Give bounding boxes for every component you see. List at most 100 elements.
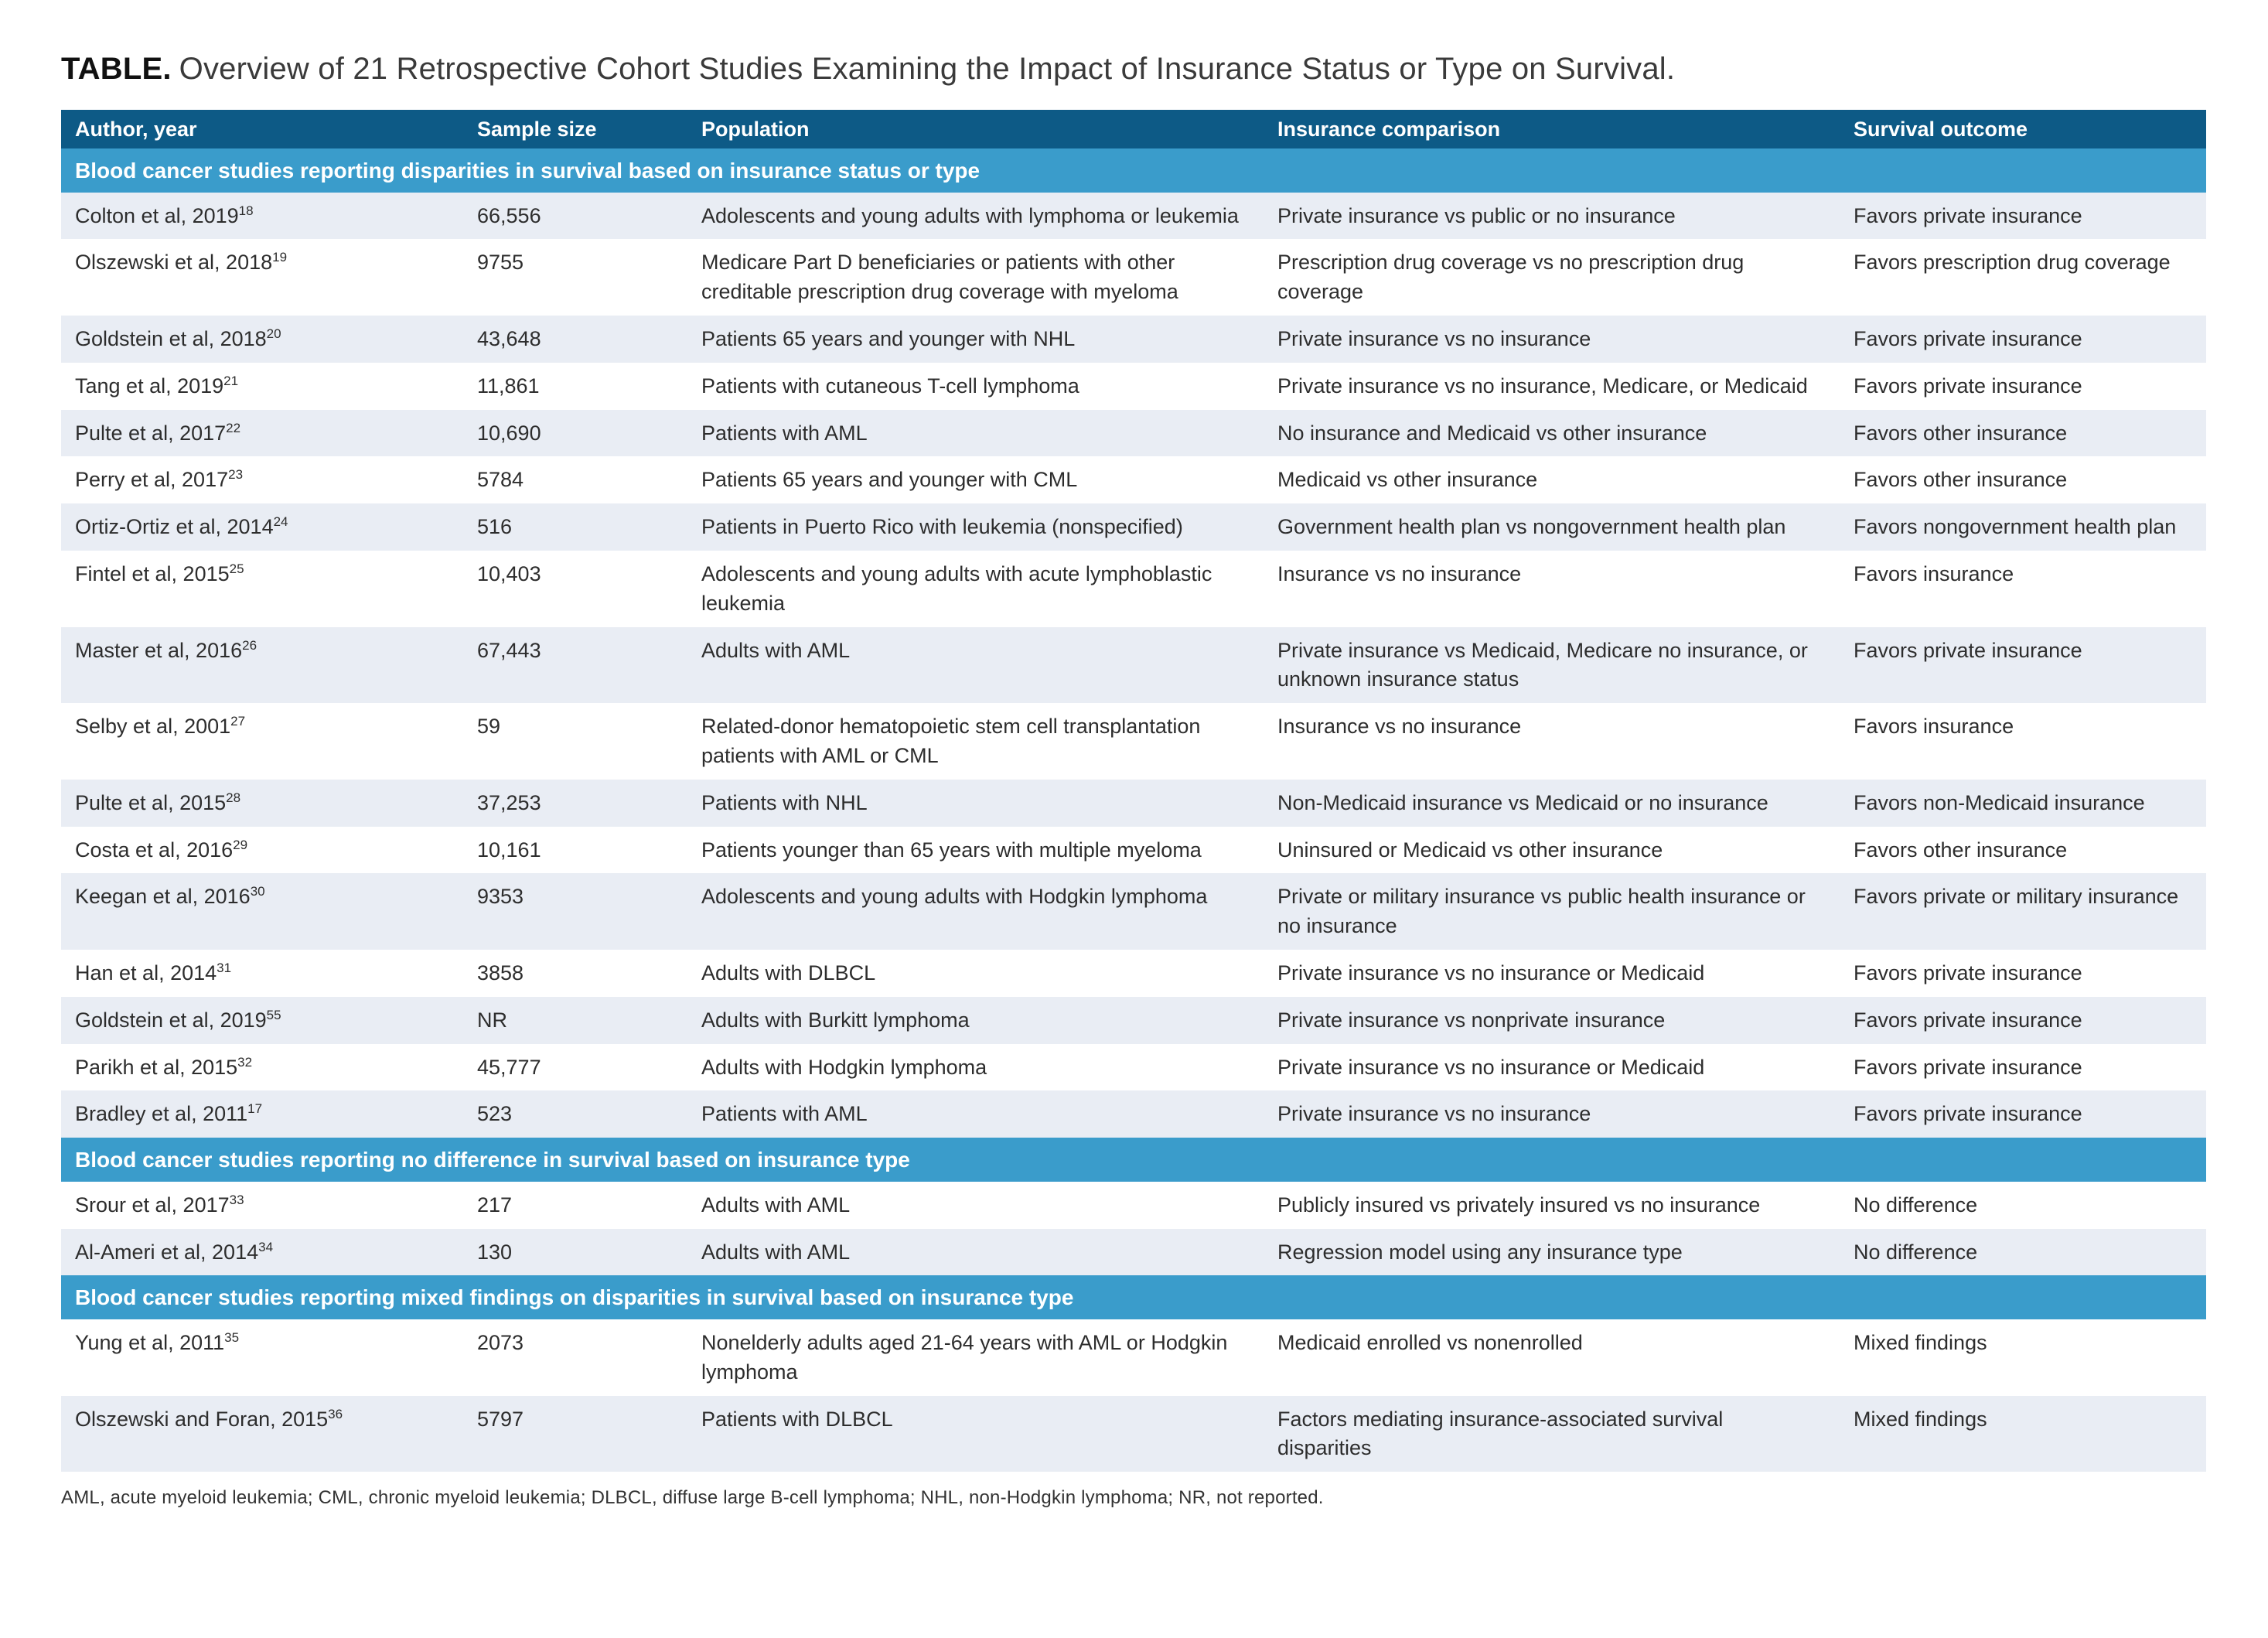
insurance-comparison-cell: Prescription drug coverage vs no prescri…: [1264, 239, 1840, 316]
insurance-comparison-cell: Factors mediating insurance-associated s…: [1264, 1395, 1840, 1472]
population-cell: Patients younger than 65 years with mult…: [687, 826, 1264, 874]
sample-size-cell: 217: [463, 1181, 687, 1229]
author-cell: Olszewski et al, 201819: [61, 239, 463, 316]
study-row: Colton et al, 201918 66,556 Adolescents an…: [61, 192, 2206, 240]
reference-superscript: 19: [272, 250, 288, 265]
author-cell: Tang et al, 201921: [61, 362, 463, 410]
table-title-text: Overview of 21 Retrospective Cohort Stud…: [179, 52, 1676, 86]
author-year: Parikh et al, 2015: [75, 1055, 238, 1079]
study-row: Goldstein et al, 201955 NR Adults with Bur…: [61, 996, 2206, 1044]
author-cell: Srour et al, 201733: [61, 1181, 463, 1229]
population-cell: Adults with Hodgkin lymphoma: [687, 1043, 1264, 1091]
author-cell: Keegan et al, 201630: [61, 873, 463, 950]
survival-outcome-cell: Favors prescription drug coverage: [1840, 239, 2206, 316]
reference-superscript: 21: [223, 373, 239, 388]
sample-size-cell: 43,648: [463, 315, 687, 363]
survival-outcome-cell: Mixed findings: [1840, 1395, 2206, 1472]
study-row: Keegan et al, 201630 9353 Adolescents and …: [61, 873, 2206, 950]
study-row: Yung et al, 201135 2073 Nonelderly adults …: [61, 1319, 2206, 1396]
author-year: Keegan et al, 2016: [75, 885, 251, 909]
reference-superscript: 33: [229, 1192, 244, 1207]
study-row: Selby et al, 200127 59 Related-donor hemat…: [61, 703, 2206, 780]
sample-size-cell: 5784: [463, 456, 687, 504]
table-footnote: AML, acute myeloid leukemia; CML, chroni…: [61, 1487, 1324, 1509]
author-cell: Olszewski and Foran, 201536: [61, 1395, 463, 1472]
study-row: Fintel et al, 201525 10,403 Adolescents an…: [61, 550, 2206, 627]
population-cell: Adults with AML: [687, 1228, 1264, 1276]
population-cell: Adults with DLBCL: [687, 949, 1264, 997]
author-cell: Yung et al, 201135: [61, 1319, 463, 1396]
sample-size-cell: 516: [463, 503, 687, 551]
sample-size-cell: 9353: [463, 873, 687, 950]
population-cell: Patients with NHL: [687, 779, 1264, 827]
survival-outcome-cell: Favors private insurance: [1840, 1090, 2206, 1138]
author-year: Fintel et al, 2015: [75, 561, 230, 585]
author-year: Bradley et al, 2011: [75, 1102, 248, 1126]
insurance-comparison-cell: Private insurance vs nonprivate insuranc…: [1264, 996, 1840, 1044]
insurance-comparison-cell: Private or military insurance vs public …: [1264, 873, 1840, 950]
reference-superscript: 22: [226, 420, 241, 435]
study-row: Bradley et al, 201117 523 Patients with AM…: [61, 1090, 2206, 1138]
population-cell: Adolescents and young adults with lympho…: [687, 192, 1264, 240]
population-cell: Related-donor hematopoietic stem cell tr…: [687, 703, 1264, 780]
sample-size-cell: 66,556: [463, 192, 687, 240]
survival-outcome-cell: No difference: [1840, 1228, 2206, 1276]
insurance-comparison-cell: Uninsured or Medicaid vs other insurance: [1264, 826, 1840, 874]
table-header: Author, year Sample size Population Insu…: [61, 110, 2206, 148]
sample-size-cell: 10,690: [463, 409, 687, 457]
study-row: Tang et al, 201921 11,861 Patients with cu…: [61, 362, 2206, 410]
section-header-row: Blood cancer studies reporting no differ…: [61, 1138, 2206, 1182]
population-cell: Patients in Puerto Rico with leukemia (n…: [687, 503, 1264, 551]
study-row: Ortiz-Ortiz et al, 201424 516 Patients in …: [61, 503, 2206, 551]
study-row: Parikh et al, 201532 45,777 Adults with Ho…: [61, 1043, 2206, 1091]
author-year: Olszewski and Foran, 2015: [75, 1407, 329, 1431]
table-title: TABLE. Overview of 21 Retrospective Cohor…: [61, 51, 2268, 87]
survival-outcome-cell: Mixed findings: [1840, 1319, 2206, 1396]
population-cell: Patients with DLBCL: [687, 1395, 1264, 1472]
author-year: Perry et al, 2017: [75, 468, 229, 492]
sample-size-cell: 130: [463, 1228, 687, 1276]
reference-superscript: 32: [237, 1054, 253, 1070]
author-cell: Goldstein et al, 201820: [61, 315, 463, 363]
insurance-comparison-cell: Private insurance vs no insurance or Med…: [1264, 949, 1840, 997]
study-row: Al-Ameri et al, 201434 130 Adults with AML…: [61, 1228, 2206, 1276]
survival-outcome-cell: Favors private insurance: [1840, 949, 2206, 997]
study-row: Costa et al, 201629 10,161 Patients younge…: [61, 826, 2206, 874]
insurance-comparison-cell: Regression model using any insurance typ…: [1264, 1228, 1840, 1276]
study-row: Perry et al, 201723 5784 Patients 65 years…: [61, 456, 2206, 504]
insurance-comparison-cell: Private insurance vs no insurance or Med…: [1264, 1043, 1840, 1091]
author-year: Olszewski et al, 2018: [75, 251, 273, 275]
column-header-author-year: Author, year: [61, 110, 463, 148]
survival-outcome-cell: Favors private insurance: [1840, 192, 2206, 240]
survival-outcome-cell: Favors other insurance: [1840, 409, 2206, 457]
reference-superscript: 28: [226, 790, 241, 805]
sample-size-cell: 9755: [463, 239, 687, 316]
insurance-comparison-cell: Insurance vs no insurance: [1264, 550, 1840, 627]
population-cell: Adolescents and young adults with acute …: [687, 550, 1264, 627]
section-header-label: Blood cancer studies reporting dispariti…: [61, 148, 2206, 193]
author-cell: Bradley et al, 201117: [61, 1090, 463, 1138]
author-cell: Al-Ameri et al, 201434: [61, 1228, 463, 1276]
column-header-insurance-comparison: Insurance comparison: [1264, 110, 1840, 148]
author-cell: Fintel et al, 201525: [61, 550, 463, 627]
reference-superscript: 25: [229, 561, 244, 576]
insurance-comparison-cell: Private insurance vs Medicaid, Medicare …: [1264, 626, 1840, 704]
study-row: Goldstein et al, 201820 43,648 Patients 65…: [61, 315, 2206, 363]
reference-superscript: 26: [242, 637, 257, 653]
author-cell: Han et al, 201431: [61, 949, 463, 997]
sample-size-cell: 5797: [463, 1395, 687, 1472]
author-cell: Pulte et al, 201528: [61, 779, 463, 827]
sample-size-cell: 2073: [463, 1319, 687, 1396]
insurance-comparison-cell: Medicaid vs other insurance: [1264, 456, 1840, 504]
study-row: Pulte et al, 201528 37,253 Patients with N…: [61, 779, 2206, 827]
insurance-comparison-cell: Private insurance vs no insurance, Medic…: [1264, 362, 1840, 410]
survival-outcome-cell: Favors nongovernment health plan: [1840, 503, 2206, 551]
author-year: Han et al, 2014: [75, 961, 217, 985]
survival-outcome-cell: Favors insurance: [1840, 703, 2206, 780]
population-cell: Adults with AML: [687, 626, 1264, 704]
sample-size-cell: 67,443: [463, 626, 687, 704]
population-cell: Adults with Burkitt lymphoma: [687, 996, 1264, 1044]
reference-superscript: 20: [266, 326, 281, 341]
population-cell: Patients with cutaneous T-cell lymphoma: [687, 362, 1264, 410]
survival-outcome-cell: Favors private or military insurance: [1840, 873, 2206, 950]
